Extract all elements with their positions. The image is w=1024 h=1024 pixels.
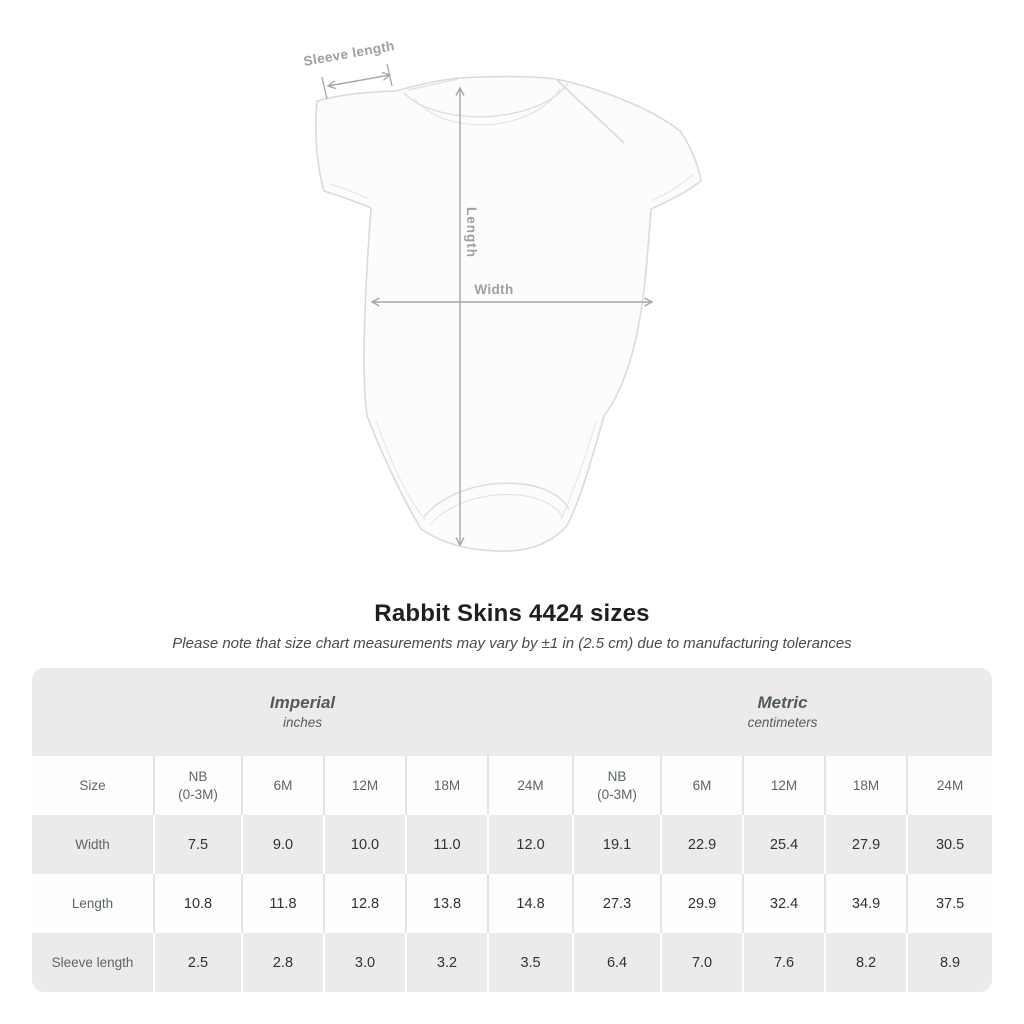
value-cell: 6.4 <box>572 933 662 992</box>
metric-unit-label: centimeters <box>747 714 818 730</box>
size-sublabel: (0-3M) <box>178 786 218 802</box>
tolerance-note: Please note that size chart measurements… <box>172 635 852 652</box>
sleeve-length-arrow <box>328 75 390 86</box>
value-cell: 32.4 <box>742 874 826 933</box>
width-label: Width <box>474 282 514 297</box>
column-header-24m-imperial: 24M <box>486 756 574 815</box>
value-cell: 11.0 <box>405 815 488 874</box>
size-label: NB <box>607 768 627 784</box>
value-cell: 25.4 <box>742 815 826 874</box>
column-header-24m-metric: 24M <box>906 756 992 815</box>
crotch-flap-inner-line <box>429 493 564 526</box>
value-cell: 8.9 <box>906 933 992 992</box>
value-cell: 27.9 <box>824 815 908 874</box>
row-label-sleeve-length: Sleeve length <box>32 933 154 992</box>
page-title: Rabbit Skins 4424 sizes <box>374 600 650 627</box>
column-header-nb-metric: NB (0-3M) <box>572 756 662 815</box>
value-cell: 3.0 <box>323 933 406 992</box>
onesie-illustration <box>315 63 702 552</box>
value-cell: 9.0 <box>241 815 324 874</box>
size-sublabel: (0-3M) <box>597 786 637 802</box>
column-header-nb-imperial: NB (0-3M) <box>153 756 242 815</box>
measurement-diagram: Sleeve length Length Width <box>302 38 702 552</box>
value-cell: 12.0 <box>486 815 574 874</box>
value-cell: 8.2 <box>824 933 908 992</box>
value-cell: 37.5 <box>906 874 992 933</box>
right-lap-fold-line <box>556 79 625 144</box>
column-header-18m-imperial: 18M <box>405 756 488 815</box>
value-cell: 29.9 <box>660 874 744 933</box>
left-cuff-seam <box>329 183 370 200</box>
value-cell: 7.6 <box>742 933 826 992</box>
size-label: NB <box>188 768 208 784</box>
table-row-length: Length 10.8 11.8 12.8 13.8 14.8 27.3 29.… <box>32 874 992 933</box>
row-label-length: Length <box>32 874 154 933</box>
right-leg-seam <box>560 420 597 520</box>
value-cell: 3.5 <box>486 933 574 992</box>
value-cell: 19.1 <box>572 815 662 874</box>
column-header-6m-imperial: 6M <box>241 756 324 815</box>
length-label: Length <box>464 207 479 258</box>
value-cell: 2.5 <box>153 933 242 992</box>
collar-inner-line <box>413 88 561 126</box>
value-cell: 12.8 <box>323 874 406 933</box>
column-header-6m-metric: 6M <box>660 756 744 815</box>
value-cell: 7.5 <box>153 815 242 874</box>
value-cell: 22.9 <box>660 815 744 874</box>
column-header-18m-metric: 18M <box>824 756 908 815</box>
table-row-sleeve-length: Sleeve length 2.5 2.8 3.0 3.2 3.5 6.4 7.… <box>32 933 992 992</box>
value-cell: 3.2 <box>405 933 488 992</box>
column-header-12m-imperial: 12M <box>323 756 406 815</box>
left-lap-fold-line <box>407 78 459 91</box>
value-cell: 11.8 <box>241 874 324 933</box>
right-cuff-seam <box>652 173 695 201</box>
imperial-label: Imperial <box>269 693 336 713</box>
size-header-row: Size NB (0-3M) 6M 12M 18M 24M NB (0-3M) … <box>32 756 992 815</box>
value-cell: 2.8 <box>241 933 324 992</box>
metric-label: Metric <box>757 693 808 713</box>
value-cell: 10.8 <box>153 874 242 933</box>
sleeve-arrow-right-tick <box>386 63 393 87</box>
row-label-width: Width <box>32 815 154 874</box>
value-cell: 10.0 <box>323 815 406 874</box>
value-cell: 34.9 <box>824 874 908 933</box>
crotch-flap-outer-line <box>423 482 570 518</box>
left-leg-seam <box>375 420 427 522</box>
unit-group-row: Imperial inches Metric centimeters <box>32 668 992 756</box>
column-header-12m-metric: 12M <box>742 756 826 815</box>
size-column-header: Size <box>32 756 154 815</box>
onesie-body-shape <box>315 75 702 552</box>
imperial-unit-label: inches <box>283 714 323 730</box>
unit-group-imperial: Imperial inches <box>32 668 574 756</box>
value-cell: 7.0 <box>660 933 744 992</box>
size-chart-table: Imperial inches Metric centimeters Size … <box>32 668 992 992</box>
unit-group-metric: Metric centimeters <box>573 668 992 756</box>
size-chart: Imperial inches Metric centimeters Size … <box>32 668 992 992</box>
value-cell: 14.8 <box>486 874 574 933</box>
value-cell: 13.8 <box>405 874 488 933</box>
value-cell: 27.3 <box>572 874 662 933</box>
value-cell: 30.5 <box>906 815 992 874</box>
table-row-width: Width 7.5 9.0 10.0 11.0 12.0 19.1 22.9 2… <box>32 815 992 874</box>
sleeve-arrow-left-tick <box>321 76 328 100</box>
